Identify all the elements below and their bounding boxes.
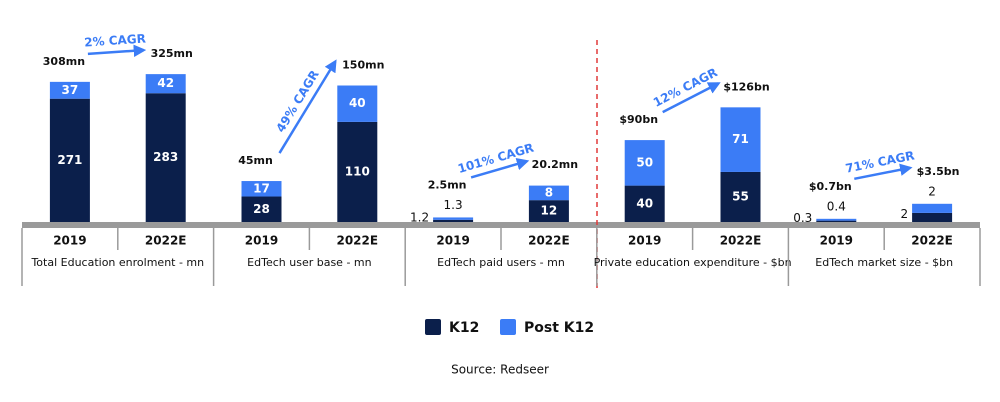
value-label: 283 — [153, 150, 178, 164]
x-tick-label: 2019 — [436, 234, 469, 248]
total-label: 20.2mn — [532, 158, 578, 171]
legend-label: K12 — [449, 320, 479, 336]
bar-segment — [241, 196, 282, 222]
panel-title: Total Education enrolment - mn — [30, 256, 204, 269]
bar-segment — [720, 107, 761, 172]
bar-segment — [49, 81, 90, 99]
value-label: 50 — [636, 155, 653, 169]
total-label: $0.7bn — [809, 180, 852, 193]
value-label: 40 — [636, 196, 653, 210]
value-label: 2 — [928, 184, 936, 198]
bar-segment — [433, 217, 474, 220]
legend-swatch — [500, 319, 516, 335]
cagr-arrow — [87, 44, 147, 58]
x-tick-label: 2019 — [820, 234, 853, 248]
bar-segment — [337, 85, 378, 122]
total-label: 308mn — [43, 55, 85, 68]
x-tick-label: 2019 — [245, 234, 278, 248]
value-label: 0.3 — [793, 211, 812, 225]
bar-segment — [528, 185, 569, 201]
bar-segment — [912, 212, 953, 222]
x-tick-label: 2022E — [336, 234, 378, 248]
total-label: $126bn — [723, 80, 769, 93]
bar-segment — [433, 219, 474, 222]
cagr-arrow — [470, 158, 530, 179]
x-tick-label: 2022E — [720, 234, 762, 248]
bar-segment — [816, 218, 857, 221]
bar-segment — [528, 200, 569, 222]
value-label: 0.4 — [827, 199, 846, 213]
panel-title: EdTech paid users - mn — [437, 256, 565, 269]
cagr-arrow — [854, 163, 913, 181]
bar-segment — [720, 171, 761, 222]
value-label: 40 — [349, 96, 366, 110]
value-label: 37 — [62, 83, 79, 97]
value-label: 42 — [157, 76, 174, 90]
bar-segment — [241, 181, 282, 197]
cagr-arrow — [662, 82, 721, 114]
value-label: 12 — [541, 204, 558, 218]
bar-segment — [912, 203, 953, 213]
x-tick-label: 2019 — [53, 234, 86, 248]
legend-label: Post K12 — [524, 320, 594, 336]
value-label: 1.3 — [444, 198, 463, 212]
bar-segment — [145, 93, 186, 222]
bar-segment — [816, 220, 857, 222]
value-label: 28 — [253, 202, 270, 216]
total-label: $90bn — [619, 113, 658, 126]
x-tick-label: 2022E — [911, 234, 953, 248]
cagr-arrow — [278, 59, 337, 154]
panel-title: EdTech market size - $bn — [815, 256, 953, 269]
bar-segment — [624, 140, 665, 186]
panel-title: Private education expenditure - $bn — [594, 256, 792, 269]
value-label: 71 — [732, 132, 749, 146]
cagr-label: 2% CAGR — [84, 31, 147, 49]
total-label: 325mn — [151, 47, 193, 60]
value-label: 110 — [345, 164, 370, 178]
value-label: 8 — [545, 185, 553, 199]
total-label: 150mn — [342, 59, 384, 72]
total-label: 45mn — [238, 154, 273, 167]
value-label: 17 — [253, 181, 270, 195]
cagr-label: 71% CAGR — [844, 148, 915, 175]
legend-swatch — [425, 319, 441, 335]
bar-segment — [624, 185, 665, 222]
baseline — [22, 222, 980, 228]
x-tick-label: 2019 — [628, 234, 661, 248]
bar-segment — [337, 121, 378, 222]
total-label: 2.5mn — [428, 178, 467, 191]
bar-segment — [49, 98, 90, 222]
value-label: 1.2 — [410, 210, 429, 224]
bar-segment — [145, 74, 186, 94]
x-tick-label: 2022E — [145, 234, 187, 248]
value-label: 2 — [900, 207, 908, 221]
source: Source: Redseer — [451, 363, 549, 377]
total-label: $3.5bn — [917, 165, 960, 178]
x-tick-label: 2022E — [528, 234, 570, 248]
value-label: 55 — [732, 189, 749, 203]
value-label: 271 — [57, 153, 82, 167]
panel-title: EdTech user base - mn — [247, 256, 371, 269]
